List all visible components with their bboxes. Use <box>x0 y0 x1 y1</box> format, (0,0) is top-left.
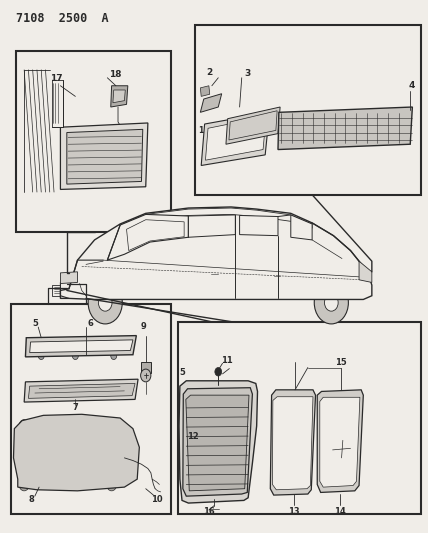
Circle shape <box>215 368 222 376</box>
Circle shape <box>53 434 80 469</box>
Circle shape <box>98 294 112 311</box>
Text: 5: 5 <box>179 368 185 377</box>
Polygon shape <box>52 80 62 127</box>
Circle shape <box>107 478 117 491</box>
Polygon shape <box>127 220 184 251</box>
Polygon shape <box>291 215 312 240</box>
Bar <box>178 322 421 514</box>
Text: 10: 10 <box>151 495 162 504</box>
Polygon shape <box>60 207 372 300</box>
Text: 9: 9 <box>141 321 146 330</box>
Polygon shape <box>25 336 137 357</box>
Polygon shape <box>226 107 280 144</box>
Bar <box>195 25 421 195</box>
Circle shape <box>72 352 78 360</box>
Text: 7108  2500  A: 7108 2500 A <box>16 12 108 26</box>
Polygon shape <box>111 86 128 107</box>
Polygon shape <box>205 117 266 160</box>
Polygon shape <box>200 94 222 112</box>
Polygon shape <box>28 383 135 398</box>
Text: 13: 13 <box>288 506 300 515</box>
Polygon shape <box>273 397 313 490</box>
Polygon shape <box>24 379 138 402</box>
Polygon shape <box>201 112 270 165</box>
Bar <box>141 362 151 373</box>
Text: 16: 16 <box>203 506 215 515</box>
Polygon shape <box>278 107 412 150</box>
Polygon shape <box>67 130 143 184</box>
Text: 18: 18 <box>109 70 121 78</box>
Polygon shape <box>60 272 77 284</box>
Polygon shape <box>359 261 372 282</box>
Circle shape <box>141 369 151 382</box>
Polygon shape <box>188 215 235 237</box>
Polygon shape <box>60 123 148 189</box>
Circle shape <box>324 294 338 311</box>
Text: 6: 6 <box>87 319 93 328</box>
Text: 14: 14 <box>334 506 346 515</box>
Text: 1: 1 <box>198 126 203 135</box>
Polygon shape <box>179 381 258 503</box>
Polygon shape <box>120 208 312 230</box>
Circle shape <box>88 281 122 324</box>
Polygon shape <box>30 340 133 353</box>
Bar <box>12 304 171 514</box>
Text: 11: 11 <box>221 356 233 365</box>
Text: 17: 17 <box>50 74 62 83</box>
Polygon shape <box>270 390 315 495</box>
Polygon shape <box>113 90 125 103</box>
Text: 8: 8 <box>29 495 34 504</box>
Polygon shape <box>320 397 360 487</box>
Polygon shape <box>14 414 140 491</box>
Text: 12: 12 <box>187 432 199 441</box>
Polygon shape <box>186 395 249 491</box>
Bar <box>16 51 171 232</box>
Text: 2: 2 <box>207 68 213 77</box>
Text: 3: 3 <box>244 69 250 78</box>
Text: 5: 5 <box>32 319 38 328</box>
Text: 7: 7 <box>72 403 78 412</box>
Polygon shape <box>107 214 188 260</box>
Text: 4: 4 <box>408 81 415 90</box>
Circle shape <box>19 478 29 491</box>
Polygon shape <box>183 387 253 496</box>
Circle shape <box>19 419 29 432</box>
Circle shape <box>43 422 90 481</box>
Polygon shape <box>240 215 278 236</box>
Polygon shape <box>200 86 210 96</box>
Polygon shape <box>317 390 363 492</box>
Circle shape <box>38 352 44 360</box>
Circle shape <box>314 281 348 324</box>
Text: 15: 15 <box>335 358 347 367</box>
Circle shape <box>111 352 117 360</box>
